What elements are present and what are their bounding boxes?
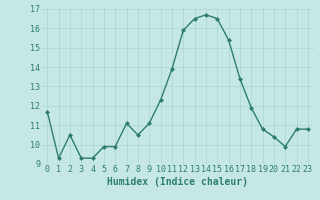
- X-axis label: Humidex (Indice chaleur): Humidex (Indice chaleur): [107, 177, 248, 187]
